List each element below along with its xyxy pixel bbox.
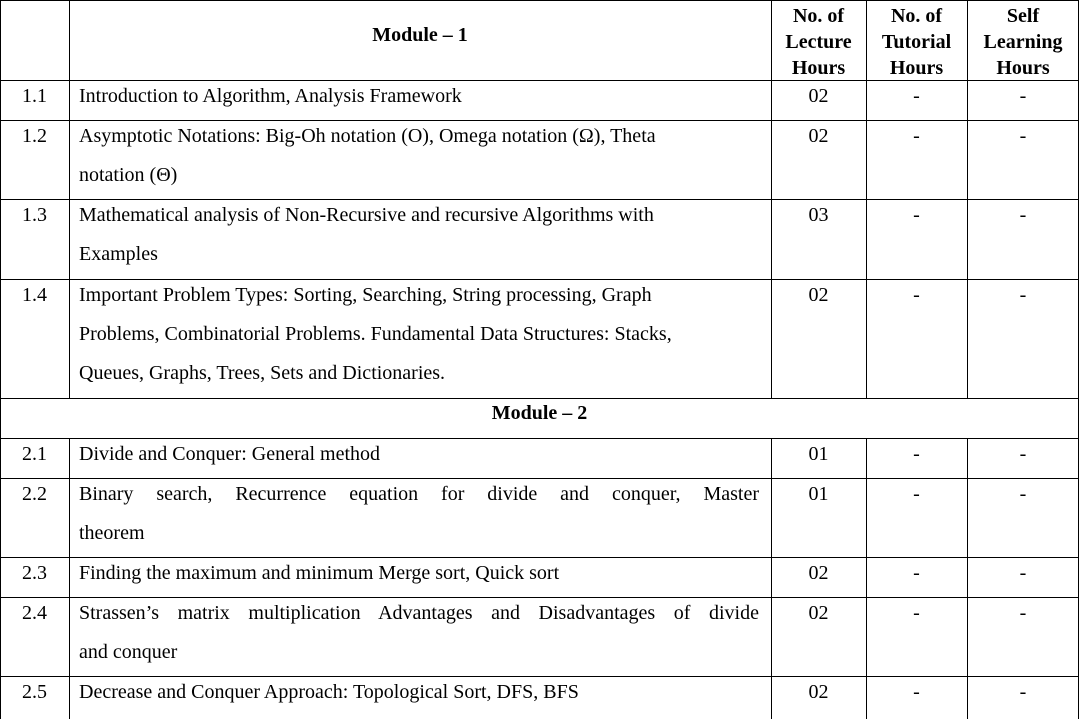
- row-number: 1.3: [22, 204, 47, 226]
- self-learning-hours: -: [1019, 483, 1027, 505]
- row-number: 2.4: [22, 602, 47, 624]
- topic-description: Binary search, Recurrence equation for d…: [79, 483, 759, 544]
- topic-description: Asymptotic Notations: Big-Oh notation (O…: [79, 125, 656, 186]
- module-2-heading: Module – 2: [491, 402, 588, 424]
- topic-description: Finding the maximum and minimum Merge so…: [79, 562, 560, 584]
- topic-description: Strassen’s matrix multiplication Advanta…: [79, 602, 759, 663]
- self-learning-hours: -: [1019, 284, 1027, 306]
- topic-description: Divide and Conquer: General method: [79, 443, 381, 465]
- self-learning-hours: -: [1019, 443, 1027, 465]
- tutorial-hours: -: [913, 443, 920, 465]
- topic-description: Introduction to Algorithm, Analysis Fram…: [79, 85, 462, 107]
- tutorial-hours: -: [913, 602, 920, 624]
- self-learning-hours: -: [1019, 602, 1027, 624]
- topic-description: Important Problem Types: Sorting, Search…: [79, 284, 672, 384]
- row-number: 2.2: [22, 483, 47, 505]
- lecture-hours: 01: [808, 483, 829, 505]
- row-number: 1.4: [22, 284, 47, 306]
- self-learning-hours: -: [1019, 85, 1027, 107]
- tutorial-hours: -: [913, 681, 920, 703]
- row-number: 1.1: [22, 85, 47, 107]
- lecture-hours: 02: [808, 681, 829, 703]
- lecture-hours: 02: [808, 562, 829, 584]
- self-learning-hours-header: Self Learning Hours: [983, 5, 1063, 79]
- row-number: 2.3: [22, 562, 47, 584]
- tutorial-hours: -: [913, 483, 920, 505]
- tutorial-hours-header: No. of Tutorial Hours: [881, 5, 952, 79]
- tutorial-hours: -: [913, 284, 920, 306]
- tutorial-hours: -: [913, 204, 920, 226]
- tutorial-hours: -: [913, 85, 920, 107]
- lecture-hours: 02: [808, 284, 829, 306]
- tutorial-hours: -: [913, 562, 920, 584]
- topic-description: Decrease and Conquer Approach: Topologic…: [79, 681, 579, 703]
- row-number: 2.5: [22, 681, 47, 703]
- lecture-hours-header: No. of Lecture Hours: [785, 5, 852, 79]
- lecture-hours: 01: [808, 443, 829, 465]
- topic-description: Mathematical analysis of Non-Recursive a…: [79, 204, 654, 265]
- row-number: 1.2: [22, 125, 47, 147]
- lecture-hours: 03: [808, 204, 829, 226]
- row-number: 2.1: [22, 443, 47, 465]
- self-learning-hours: -: [1019, 562, 1027, 584]
- self-learning-hours: -: [1019, 681, 1027, 703]
- tutorial-hours: -: [913, 125, 920, 147]
- lecture-hours: 02: [808, 125, 829, 147]
- module-1-heading: Module – 1: [372, 24, 468, 46]
- self-learning-hours: -: [1019, 125, 1027, 147]
- self-learning-hours: -: [1019, 204, 1027, 226]
- lecture-hours: 02: [808, 85, 829, 107]
- lecture-hours: 02: [808, 602, 829, 624]
